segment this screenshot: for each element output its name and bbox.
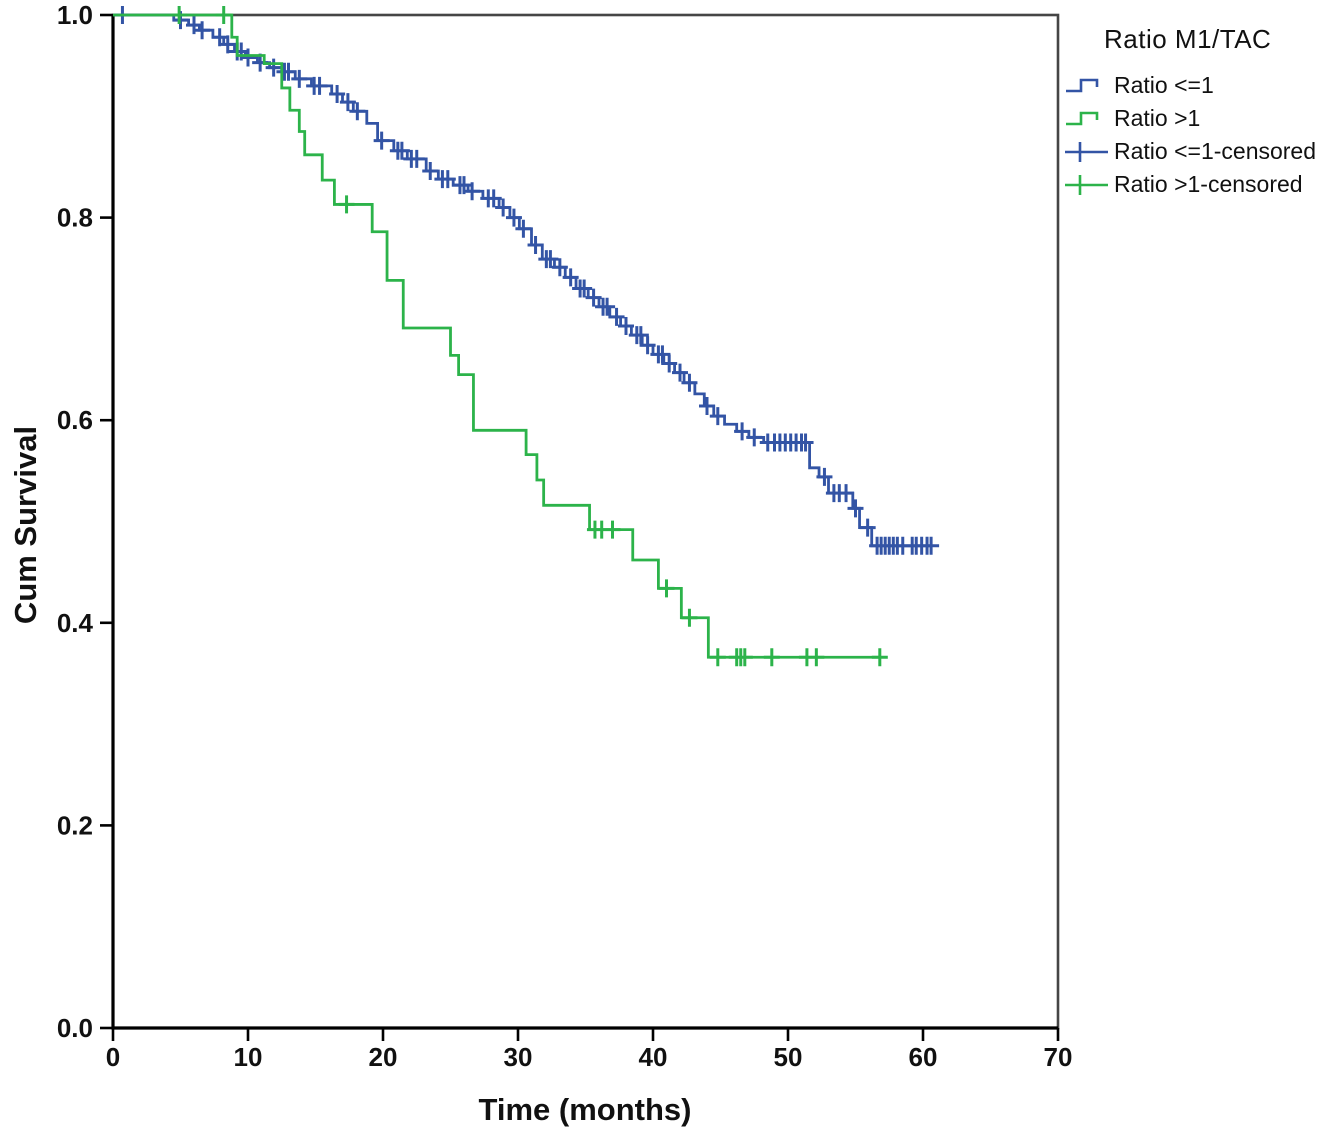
legend-item-label: Ratio <=1-censored [1114,138,1317,164]
x-tick-label: 40 [639,1042,668,1072]
censored-plus-swatch-blue [1065,141,1108,162]
y-tick-label: 0.8 [57,203,93,233]
x-tick-label: 60 [909,1042,938,1072]
y-tick-label: 0.6 [57,405,93,435]
x-tick-label: 0 [106,1042,120,1072]
step-line-swatch-green [1066,111,1099,125]
y-tick-label: 0.4 [57,608,94,638]
survival-curve-ratio-gt1 [113,13,882,659]
legend-item-ratio-le1-censored: Ratio <=1-censored [1064,135,1340,168]
censored-marks-ratio-le1 [114,6,940,555]
x-tick-label: 30 [504,1042,533,1072]
x-tick-label: 50 [774,1042,803,1072]
survival-curve-ratio-le1 [113,13,933,548]
legend: Ratio M1/TAC Ratio <=1 Ratio >1 Ratio <=… [1064,24,1340,201]
x-tick-label: 20 [369,1042,398,1072]
step-line-swatch-blue [1066,78,1099,92]
censored-plus-swatch-green [1065,174,1108,195]
axis-ticks: 0 10 20 30 40 50 60 70 0.0 0.2 0.4 0.6 0.8 1.0 [57,0,1073,1072]
censored-marks-ratio-gt1 [171,6,888,667]
legend-item-ratio-le1: Ratio <=1 [1064,69,1340,102]
legend-item-ratio-gt1: Ratio >1 [1064,102,1340,135]
y-tick-label: 0.0 [57,1013,93,1043]
y-axis-title: Cum Survival [8,426,43,624]
x-tick-label: 10 [234,1042,263,1072]
plot-frame [111,13,1060,1030]
legend-item-label: Ratio <=1 [1114,72,1214,98]
x-tick-label: 70 [1044,1042,1073,1072]
legend-item-ratio-gt1-censored: Ratio >1-censored [1064,168,1340,201]
y-tick-label: 0.2 [57,810,93,840]
legend-title: Ratio M1/TAC [1104,24,1272,54]
legend-item-label: Ratio >1 [1114,105,1201,131]
y-tick-label: 1.0 [57,0,93,30]
x-axis-title: Time (months) [479,1092,692,1127]
survival-curves [113,6,940,667]
legend-item-label: Ratio >1-censored [1114,171,1303,197]
